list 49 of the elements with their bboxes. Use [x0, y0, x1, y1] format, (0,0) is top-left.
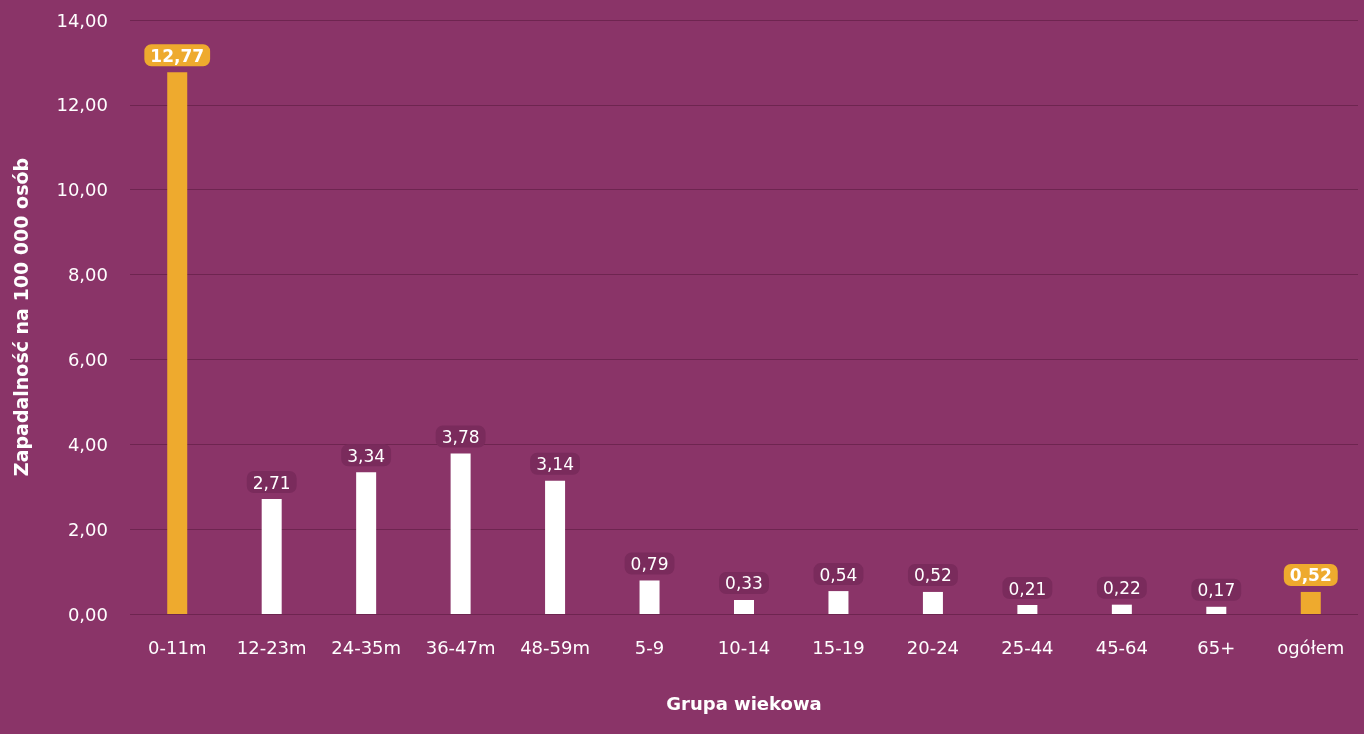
y-tick-label: 2,00 — [67, 518, 108, 540]
bar — [1111, 604, 1132, 614]
data-label: 3,78 — [441, 427, 480, 448]
x-tick-label: 65+ — [1197, 636, 1236, 658]
y-tick-label: 8,00 — [67, 264, 108, 286]
y-tick-label: 0,00 — [67, 603, 108, 625]
x-tick-label: 24-35m — [331, 636, 402, 658]
y-axis-title: Zapadalność na 100 000 osób — [9, 157, 32, 477]
bar — [356, 472, 377, 614]
y-tick-label: 14,00 — [56, 9, 108, 31]
x-tick-label: 20-24 — [906, 636, 960, 658]
data-label: 3,14 — [536, 454, 575, 475]
x-tick-label: 15-19 — [812, 636, 865, 658]
bar — [922, 591, 943, 614]
y-tick-label: 10,00 — [56, 179, 108, 201]
data-label: 0,33 — [725, 573, 763, 594]
bar — [734, 600, 754, 614]
x-tick-label: 0-11m — [148, 636, 207, 658]
bar — [1017, 605, 1038, 614]
x-tick-label: 10-14 — [717, 636, 771, 658]
data-label: 2,71 — [252, 472, 291, 493]
y-tick-label: 12,00 — [56, 94, 108, 116]
data-label: 0,17 — [1197, 580, 1236, 601]
y-tick-label: 4,00 — [67, 433, 108, 455]
bar — [1300, 591, 1321, 614]
y-tick-label: 6,00 — [67, 348, 108, 370]
x-tick-label: 12-23m — [236, 636, 307, 658]
x-tick-label: 36-47m — [425, 636, 496, 658]
data-label: 3,34 — [347, 445, 386, 466]
bar — [167, 72, 188, 614]
data-label: 0,21 — [1008, 578, 1047, 599]
data-label: 0,79 — [630, 553, 669, 574]
x-tick-label: 48-59m — [520, 636, 590, 658]
data-label: 0,22 — [1102, 578, 1141, 599]
bar — [450, 453, 471, 614]
x-tick-label: 45-64 — [1095, 636, 1148, 658]
data-label: 0,52 — [1289, 565, 1332, 586]
x-tick-label: ogółem — [1277, 636, 1345, 658]
x-tick-label: 5-9 — [634, 636, 665, 658]
bar — [545, 480, 566, 614]
bar — [639, 580, 660, 614]
bar — [828, 591, 849, 614]
bar — [261, 499, 282, 614]
bar — [1206, 606, 1227, 614]
x-tick-label: 25-44 — [1001, 636, 1054, 658]
data-label: 12,77 — [150, 45, 205, 66]
data-label: 0,52 — [913, 565, 952, 586]
x-axis-title: Grupa wiekowa — [666, 692, 822, 714]
data-label: 0,54 — [819, 564, 858, 585]
